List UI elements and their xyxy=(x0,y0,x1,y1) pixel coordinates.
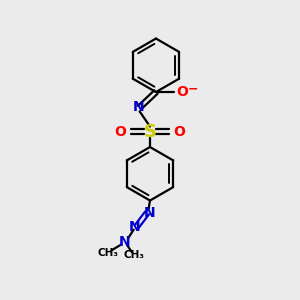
Text: O: O xyxy=(177,85,189,99)
Text: N: N xyxy=(128,220,140,234)
Text: N: N xyxy=(144,206,155,220)
Text: O: O xyxy=(173,124,185,139)
Text: −: − xyxy=(188,82,198,96)
Text: N: N xyxy=(119,235,130,248)
Text: S: S xyxy=(143,123,157,141)
Text: O: O xyxy=(115,124,127,139)
Text: CH₃: CH₃ xyxy=(98,248,119,258)
Text: CH₃: CH₃ xyxy=(123,250,144,260)
Text: N: N xyxy=(132,100,144,115)
